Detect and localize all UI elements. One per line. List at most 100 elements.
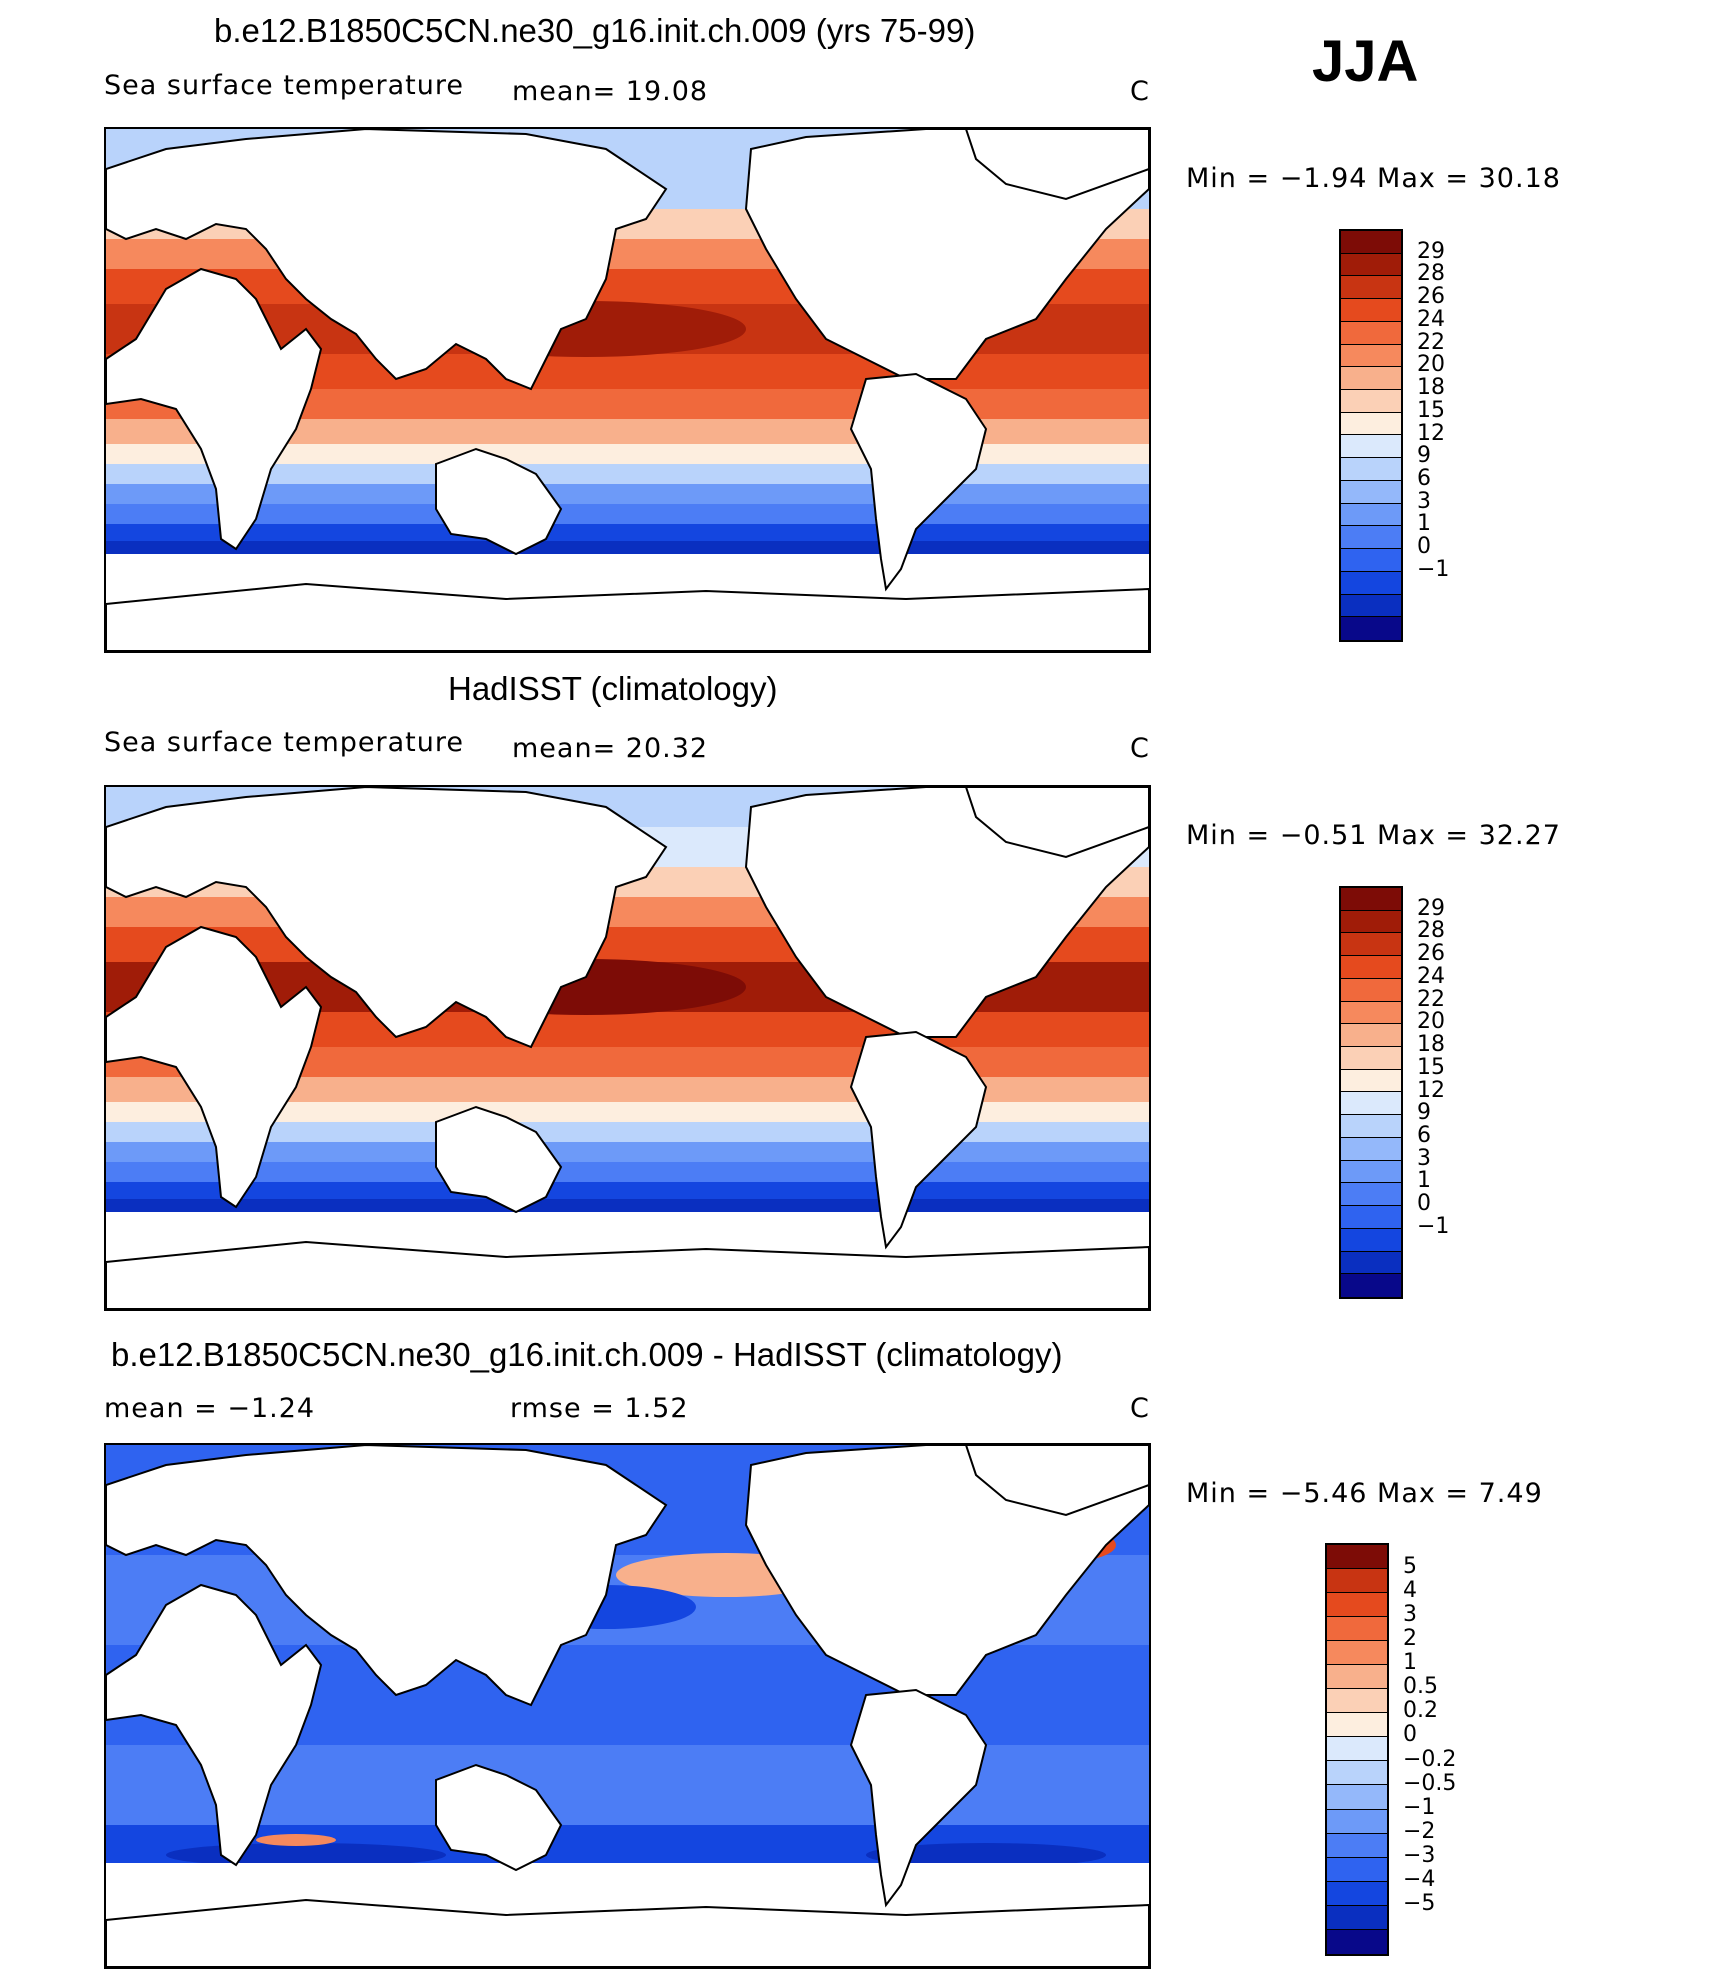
coastline [849, 1030, 988, 1250]
sst-contour-band [106, 524, 1149, 541]
coastline [106, 267, 323, 551]
coastline [849, 372, 988, 592]
colorbar-tick-label: 29 [1417, 895, 1445, 921]
colorbar-tick-label: −5 [1403, 1890, 1436, 1916]
colorbar-swatch [1327, 1929, 1387, 1954]
colorbar-tick-label: 4 [1403, 1578, 1417, 1604]
colorbar-tick-label: 20 [1417, 352, 1445, 378]
colorbar-swatch [1341, 412, 1401, 436]
colorbar-tick-label: 0 [1417, 1191, 1431, 1217]
colorbar-swatch [1327, 1761, 1387, 1786]
panel3-map [104, 1443, 1151, 1969]
colorbar-tick-label: 3 [1417, 488, 1431, 514]
colorbar-swatch [1341, 1274, 1401, 1297]
colorbar-swatch [1327, 1713, 1387, 1738]
colorbar-tick-label: 6 [1417, 465, 1431, 491]
coastline [106, 129, 668, 391]
colorbar-swatch [1341, 1069, 1401, 1093]
colorbar-swatch [1341, 978, 1401, 1002]
coastline [106, 787, 668, 1049]
colorbar-tick-label: 26 [1417, 284, 1445, 310]
panel2-map [104, 785, 1151, 1311]
panel1-title: b.e12.B1850C5CN.ne30_g16.init.ch.009 (yr… [214, 12, 976, 49]
colorbar-tick-label: −0.5 [1403, 1770, 1457, 1796]
colorbar-swatch [1341, 458, 1401, 481]
colorbar-swatch [1341, 299, 1401, 322]
colorbar-tick-label: 15 [1417, 1054, 1445, 1080]
panel3-units-label: C [1130, 1393, 1150, 1424]
panel1-minmax: Min = −1.94 Max = 30.18 [1186, 163, 1561, 194]
colorbar-swatch [1341, 1137, 1401, 1161]
coastline [106, 1445, 668, 1707]
map-field [106, 129, 1149, 651]
sst-contour-band [106, 1199, 1149, 1212]
colorbar-tick-label: 0.2 [1403, 1698, 1438, 1724]
colorbar-tick-label: 0 [1417, 534, 1431, 560]
colorbar-swatch [1327, 1737, 1387, 1762]
colorbar-tick-label: 0 [1403, 1722, 1417, 1748]
colorbar-tick-label: 3 [1417, 1145, 1431, 1171]
sst-contour-band [106, 541, 1149, 554]
coastline [106, 1240, 1149, 1309]
map-field [106, 787, 1149, 1309]
coastline [106, 1583, 323, 1867]
colorbar-swatch [1327, 1545, 1387, 1570]
colorbar-swatch [1327, 1665, 1387, 1690]
colorbar-tick-label: 3 [1403, 1602, 1417, 1628]
colorbar-tick-label: 12 [1417, 420, 1445, 446]
season-label: JJA [1312, 29, 1419, 94]
coastline [106, 582, 1149, 651]
coastline [106, 1898, 1149, 1967]
colorbar-swatch [1341, 367, 1401, 391]
panel3-title: b.e12.B1850C5CN.ne30_g16.init.ch.009 - H… [111, 1336, 1063, 1373]
colorbar-tick-label: 9 [1417, 443, 1431, 469]
panel1-mean-label: mean= 19.08 [512, 76, 709, 107]
colorbar-tick-label: 0.5 [1403, 1674, 1438, 1700]
panel2-mean-label: mean= 20.32 [512, 733, 709, 764]
colorbar-swatch [1341, 231, 1401, 254]
colorbar-swatch [1327, 1905, 1387, 1930]
negative-anomaly [866, 1843, 1106, 1867]
panel2-map-field [106, 787, 1149, 1309]
colorbar-swatch [1341, 571, 1401, 595]
colorbar-swatch [1341, 435, 1401, 459]
panel3-colorbar [1325, 1543, 1389, 1956]
colorbar-swatch [1341, 344, 1401, 368]
colorbar-swatch [1341, 276, 1401, 300]
colorbar-tick-label: −1 [1403, 1794, 1436, 1820]
colorbar-swatch [1341, 390, 1401, 413]
colorbar-swatch [1341, 594, 1401, 618]
colorbar-swatch [1327, 1689, 1387, 1714]
sst-contour-band [106, 504, 1149, 524]
colorbar-swatch [1341, 526, 1401, 550]
colorbar-tick-label: 22 [1417, 329, 1445, 355]
colorbar-tick-label: 18 [1417, 1032, 1445, 1058]
colorbar-tick-label: 20 [1417, 1009, 1445, 1035]
colorbar-tick-label: −1 [1417, 556, 1450, 582]
colorbar-swatch [1341, 1228, 1401, 1252]
colorbar-swatch [1341, 1160, 1401, 1184]
panel3-rmse-label: rmse = 1.52 [510, 1393, 689, 1424]
colorbar-tick-label: 22 [1417, 986, 1445, 1012]
colorbar-swatch [1327, 1809, 1387, 1834]
colorbar-swatch [1341, 956, 1401, 979]
colorbar-tick-label: −3 [1403, 1842, 1436, 1868]
colorbar-tick-label: 15 [1417, 397, 1445, 423]
colorbar-swatch [1341, 480, 1401, 504]
colorbar-tick-label: −4 [1403, 1866, 1436, 1892]
coastline [435, 1763, 563, 1872]
colorbar-tick-label: 2 [1403, 1626, 1417, 1652]
colorbar-swatch [1341, 253, 1401, 277]
colorbar-swatch [1341, 1001, 1401, 1025]
colorbar-tick-label: 24 [1417, 963, 1445, 989]
panel1-map-field [106, 129, 1149, 651]
colorbar-tick-label: 28 [1417, 261, 1445, 287]
positive-anomaly [256, 1834, 336, 1846]
colorbar-swatch [1327, 1641, 1387, 1666]
colorbar-swatch [1341, 1047, 1401, 1070]
panel3-minmax: Min = −5.46 Max = 7.49 [1186, 1478, 1543, 1509]
coastline [964, 129, 1149, 201]
colorbar-swatch [1341, 910, 1401, 934]
colorbar-swatch [1341, 321, 1401, 345]
colorbar-tick-label: 1 [1417, 511, 1431, 537]
